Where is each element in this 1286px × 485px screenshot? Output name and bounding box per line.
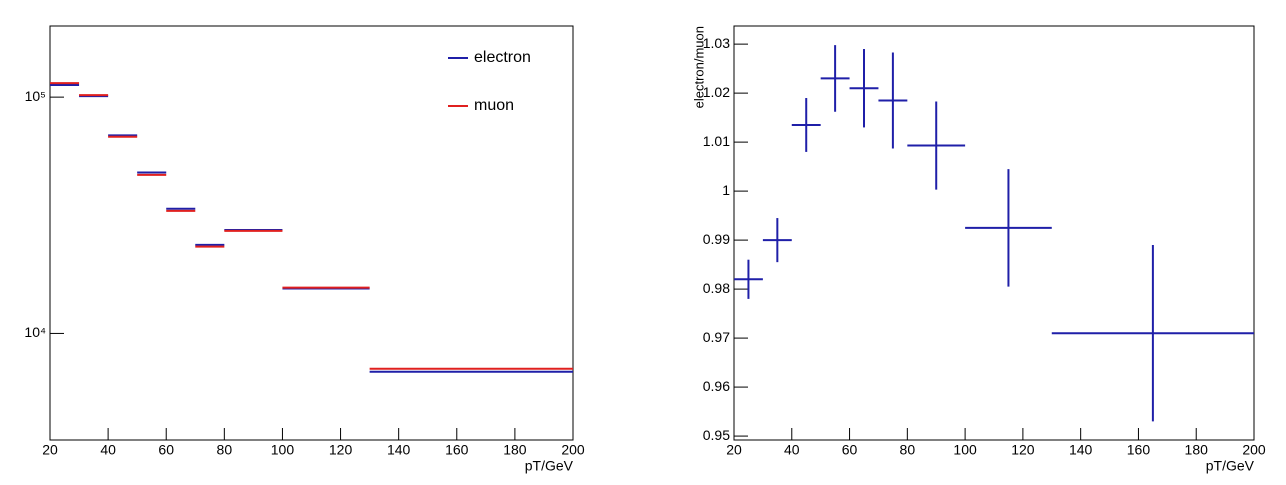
x-tick-label: 140 bbox=[387, 442, 411, 458]
y-tick-label: 0.99 bbox=[703, 231, 730, 247]
y-tick-label: 1 bbox=[722, 182, 730, 198]
x-tick-label: 160 bbox=[445, 442, 469, 458]
x-axis-label: pT/GeV bbox=[1206, 458, 1255, 474]
y-tick-label: 10⁴ bbox=[24, 324, 46, 340]
legend-label: muon bbox=[474, 97, 514, 114]
x-tick-label: 80 bbox=[217, 442, 233, 458]
y-tick-label: 1.03 bbox=[703, 35, 730, 51]
x-tick-label: 100 bbox=[953, 442, 977, 458]
x-tick-label: 120 bbox=[1011, 442, 1035, 458]
x-tick-label: 40 bbox=[784, 442, 800, 458]
y-tick-label: 0.95 bbox=[703, 427, 730, 443]
x-tick-label: 80 bbox=[900, 442, 916, 458]
y-axis-label: electron/muon bbox=[691, 26, 706, 108]
x-tick-label: 200 bbox=[561, 442, 585, 458]
legend-label: electron bbox=[474, 49, 531, 66]
y-tick-label: 0.98 bbox=[703, 280, 730, 296]
plot-frame bbox=[733, 25, 1255, 441]
y-tick-label: 1.01 bbox=[703, 133, 730, 149]
x-tick-label: 20 bbox=[726, 442, 742, 458]
x-axis-label: pT/GeV bbox=[525, 458, 574, 474]
x-tick-label: 120 bbox=[329, 442, 353, 458]
y-tick-label: 10⁵ bbox=[25, 88, 46, 104]
x-tick-label: 200 bbox=[1242, 442, 1266, 458]
x-tick-label: 60 bbox=[842, 442, 858, 458]
x-tick-label: 20 bbox=[42, 442, 58, 458]
plot-frame bbox=[49, 25, 574, 441]
x-tick-label: 180 bbox=[503, 442, 527, 458]
y-tick-label: 0.97 bbox=[703, 329, 730, 345]
x-tick-label: 40 bbox=[100, 442, 116, 458]
y-tick-label: 1.02 bbox=[703, 84, 730, 100]
y-tick-label: 0.96 bbox=[703, 378, 730, 394]
x-tick-label: 60 bbox=[158, 442, 174, 458]
x-tick-label: 140 bbox=[1069, 442, 1093, 458]
x-tick-label: 160 bbox=[1127, 442, 1151, 458]
x-tick-label: 180 bbox=[1185, 442, 1209, 458]
x-tick-label: 100 bbox=[271, 442, 295, 458]
